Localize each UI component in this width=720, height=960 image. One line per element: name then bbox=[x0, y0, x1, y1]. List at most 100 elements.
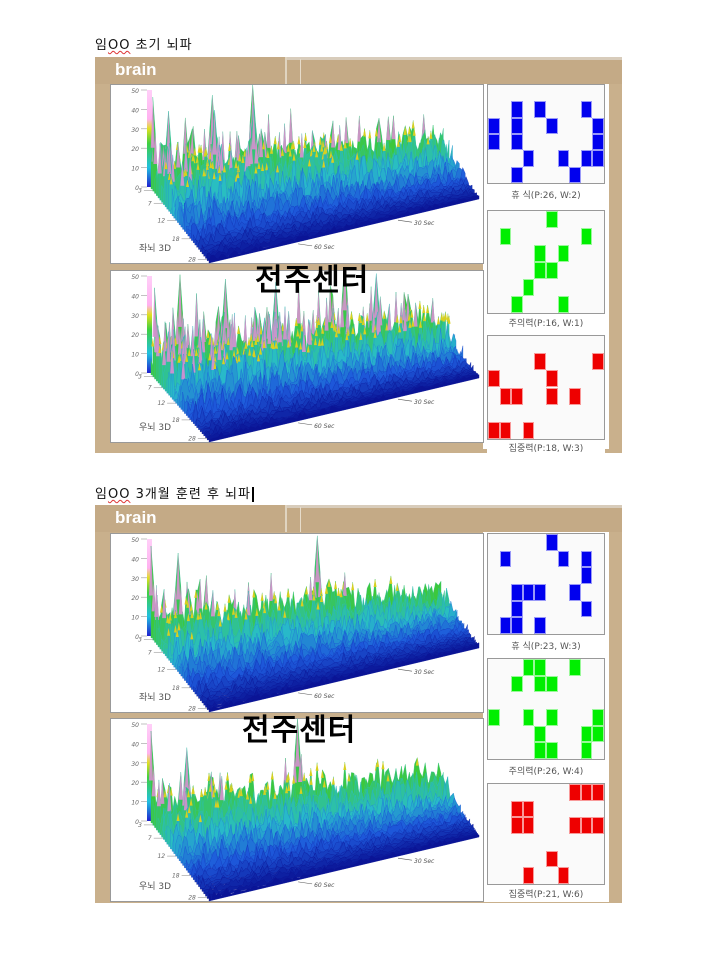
grid-cell bbox=[580, 817, 593, 834]
grid-cell bbox=[534, 262, 546, 279]
time-tick-label: 30 Sec bbox=[414, 220, 435, 227]
grid-cell bbox=[546, 675, 558, 693]
depth-tick-label: 12 bbox=[157, 666, 165, 673]
surface-ridge bbox=[208, 642, 480, 713]
grid-cell bbox=[557, 296, 570, 313]
left-brain-3d-plot: 50 40 30 20 10 0 3 7 12 18 28 60 Sec 30 Sec 좌뇌 3D bbox=[110, 84, 484, 264]
y-tick-label: 50 bbox=[131, 722, 139, 729]
watermark: 전주센터 bbox=[242, 713, 357, 748]
y-tick-label: 0 bbox=[135, 819, 139, 826]
grid-cell bbox=[534, 101, 546, 118]
grid-cell bbox=[592, 817, 604, 834]
grid-cell bbox=[580, 725, 593, 743]
surface-ridge bbox=[178, 339, 460, 408]
grid-cell bbox=[534, 353, 546, 371]
surface-plot: 50 40 30 20 10 0 37 12 18 28 60 Sec 30 Sec bbox=[131, 271, 480, 443]
grid-cell bbox=[522, 279, 535, 296]
caption-name: 임 bbox=[95, 38, 108, 53]
depth-tick-label: 7 bbox=[148, 385, 152, 392]
grid-cell bbox=[569, 387, 581, 405]
grid-cell bbox=[592, 353, 604, 371]
depth-tick-label: 28 bbox=[188, 894, 196, 901]
grid-cell bbox=[522, 709, 535, 726]
grid-cell bbox=[557, 550, 570, 568]
plot-label: 좌뇌 3D bbox=[139, 693, 172, 703]
grid-cell bbox=[522, 817, 535, 834]
rest-grid bbox=[487, 533, 605, 635]
grid-cell bbox=[534, 675, 546, 693]
surface-ridge bbox=[208, 374, 480, 443]
header-band bbox=[95, 57, 622, 84]
y-tick-label: 0 bbox=[135, 185, 139, 192]
concentration-grid bbox=[487, 335, 605, 440]
surface-ridge bbox=[208, 834, 480, 902]
caption-name: 임 bbox=[95, 487, 108, 502]
surface-plot: 50 40 30 20 10 0 37 12 18 28 60 Sec 30 Sec bbox=[131, 719, 480, 902]
grid-cell bbox=[546, 262, 558, 279]
brainwave-report-image: brain 50 40 30 20 10 0 3 7 12 18 28 60 Sec 30 Sec 좌뇌 … bbox=[95, 505, 622, 903]
depth-tick-label: 28 bbox=[188, 436, 196, 443]
y-tick-label: 20 bbox=[131, 780, 139, 787]
left-brain-3d-plot: 50 40 30 20 10 0 3 7 12 18 28 60 Sec 30 Sec 좌뇌 3D bbox=[110, 533, 484, 713]
y-tick-label: 30 bbox=[131, 313, 139, 320]
depth-tick-label: 3 bbox=[138, 822, 142, 829]
grid-cell bbox=[569, 166, 581, 183]
y-tick-label: 40 bbox=[131, 556, 139, 563]
surface-ridge bbox=[208, 195, 480, 264]
grid-cell bbox=[534, 617, 546, 634]
right-brain-3d-plot: 50 40 30 20 10 0 3 7 12 18 28 60 Sec 30 Sec 우뇌 3D bbox=[110, 270, 484, 443]
grid-cell bbox=[522, 867, 535, 884]
grid-cell bbox=[546, 211, 558, 228]
depth-tick-label: 7 bbox=[148, 649, 152, 656]
grid-cell bbox=[511, 800, 523, 818]
depth-tick-label: 7 bbox=[148, 200, 152, 207]
brainwave-report-image: brain 50 40 30 20 10 0 3 7 12 18 28 60 Sec 30 Sec 좌뇌 … bbox=[95, 57, 622, 454]
time-tick-label: 60 Sec bbox=[314, 423, 335, 430]
grid-cell bbox=[499, 228, 512, 245]
grid-cell bbox=[488, 370, 500, 388]
grid-cell bbox=[592, 784, 604, 801]
caption-name-mask: OO bbox=[107, 487, 131, 502]
grid-cell bbox=[580, 600, 593, 618]
grid-cell bbox=[522, 659, 535, 676]
grid-cell bbox=[511, 617, 523, 634]
grid-cell bbox=[534, 245, 546, 262]
rest-grid bbox=[487, 84, 605, 184]
color-scale-bar bbox=[147, 90, 152, 187]
grid-cell bbox=[511, 296, 523, 313]
depth-tick-label: 28 bbox=[188, 257, 196, 264]
y-tick-label: 20 bbox=[131, 595, 139, 602]
grid-cell bbox=[569, 817, 581, 834]
depth-tick-label: 7 bbox=[148, 835, 152, 842]
grid-cell bbox=[499, 387, 512, 405]
depth-tick-label: 18 bbox=[172, 873, 180, 880]
time-tick-label: 30 Sec bbox=[414, 858, 435, 865]
time-tick-label: 30 Sec bbox=[414, 399, 435, 406]
grid-cell bbox=[534, 742, 546, 759]
grid-cell bbox=[534, 584, 546, 601]
grid-cell bbox=[580, 101, 593, 118]
grid-cell bbox=[511, 817, 523, 834]
grid-cell bbox=[546, 387, 558, 405]
y-tick-label: 30 bbox=[131, 127, 139, 134]
depth-tick-label: 12 bbox=[157, 400, 165, 407]
right-brain-3d-plot: 50 40 30 20 10 0 3 7 12 18 28 60 Sec 30 Sec 우뇌 3D bbox=[110, 718, 484, 902]
grid-cell bbox=[511, 101, 523, 118]
grid-cell bbox=[569, 584, 581, 601]
y-tick-label: 40 bbox=[131, 107, 139, 114]
header-band bbox=[95, 505, 622, 532]
grid-cell bbox=[569, 784, 581, 801]
attention-grid bbox=[487, 210, 605, 314]
y-tick-label: 10 bbox=[131, 352, 139, 359]
grid-cell bbox=[546, 850, 558, 868]
grid-cell bbox=[522, 584, 535, 601]
plot-label: 우뇌 3D bbox=[139, 423, 172, 433]
grid-cell bbox=[499, 550, 512, 568]
grid-cell bbox=[522, 800, 535, 818]
y-tick-label: 0 bbox=[135, 371, 139, 378]
grid-cell bbox=[557, 150, 570, 167]
brand-logo: brain bbox=[115, 60, 157, 79]
grid-cell bbox=[592, 725, 604, 743]
y-tick-label: 50 bbox=[131, 537, 139, 544]
grid-cell bbox=[557, 867, 570, 884]
